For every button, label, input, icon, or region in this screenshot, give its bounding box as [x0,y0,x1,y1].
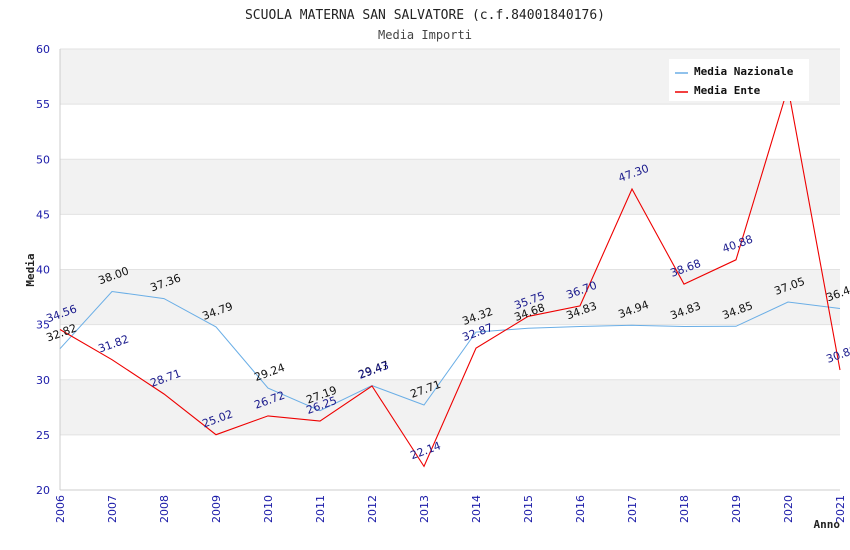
x-tick-label: 2017 [626,495,639,523]
legend-label-nazionale: Media Nazionale [694,65,794,78]
background-band [60,434,840,490]
x-tick-label: 2012 [366,495,379,523]
legend: Media Nazionale Media Ente [669,59,809,101]
x-axis-title: Anno [814,518,841,531]
x-tick-label: 2018 [678,495,691,523]
y-tick-label: 40 [36,264,50,277]
axes [59,49,840,491]
series-lines [59,87,841,468]
background-band [60,269,840,325]
x-tick-label: 2020 [782,495,795,523]
background-band [60,104,840,160]
y-tick-label: 55 [36,98,50,111]
chart-subtitle: Media Importi [378,28,472,42]
background-band [60,159,840,215]
y-tick-label: 45 [36,208,50,221]
y-tick-label: 20 [36,484,50,497]
x-tick-label: 2021 [834,495,847,523]
x-tick-label: 2011 [314,495,327,523]
x-tick-label: 2016 [574,495,587,523]
background-band [60,324,840,380]
legend-box [669,59,809,101]
background-band [60,214,840,270]
x-tick-label: 2009 [210,495,223,523]
x-tick-label: 2013 [418,495,431,523]
y-axis-title: Media [24,253,37,286]
y-axis-ticks: 20 25 30 35 40 45 50 55 60 [36,43,50,497]
y-tick-label: 50 [36,153,50,166]
plot-background-bands [60,48,840,491]
x-axis-ticks: 2006 2007 2008 2009 2010 2011 2012 2013 2014 2015… [54,495,847,523]
series-line-media-nazionale [59,290,841,412]
x-tick-label: 2006 [54,495,67,523]
y-tick-label: 30 [36,374,50,387]
x-tick-label: 2015 [522,495,535,523]
legend-label-ente: Media Ente [694,84,761,97]
x-tick-label: 2007 [106,495,119,523]
x-tick-label: 2014 [470,495,483,523]
y-tick-label: 35 [36,319,50,332]
x-tick-label: 2019 [730,495,743,523]
y-tick-label: 25 [36,429,50,442]
x-tick-label: 2010 [262,495,275,523]
chart-title: SCUOLA MATERNA SAN SALVATORE (c.f.840018… [245,8,605,23]
y-tick-label: 60 [36,43,50,56]
series-line-media-ente [59,87,841,468]
x-tick-label: 2008 [158,495,171,523]
